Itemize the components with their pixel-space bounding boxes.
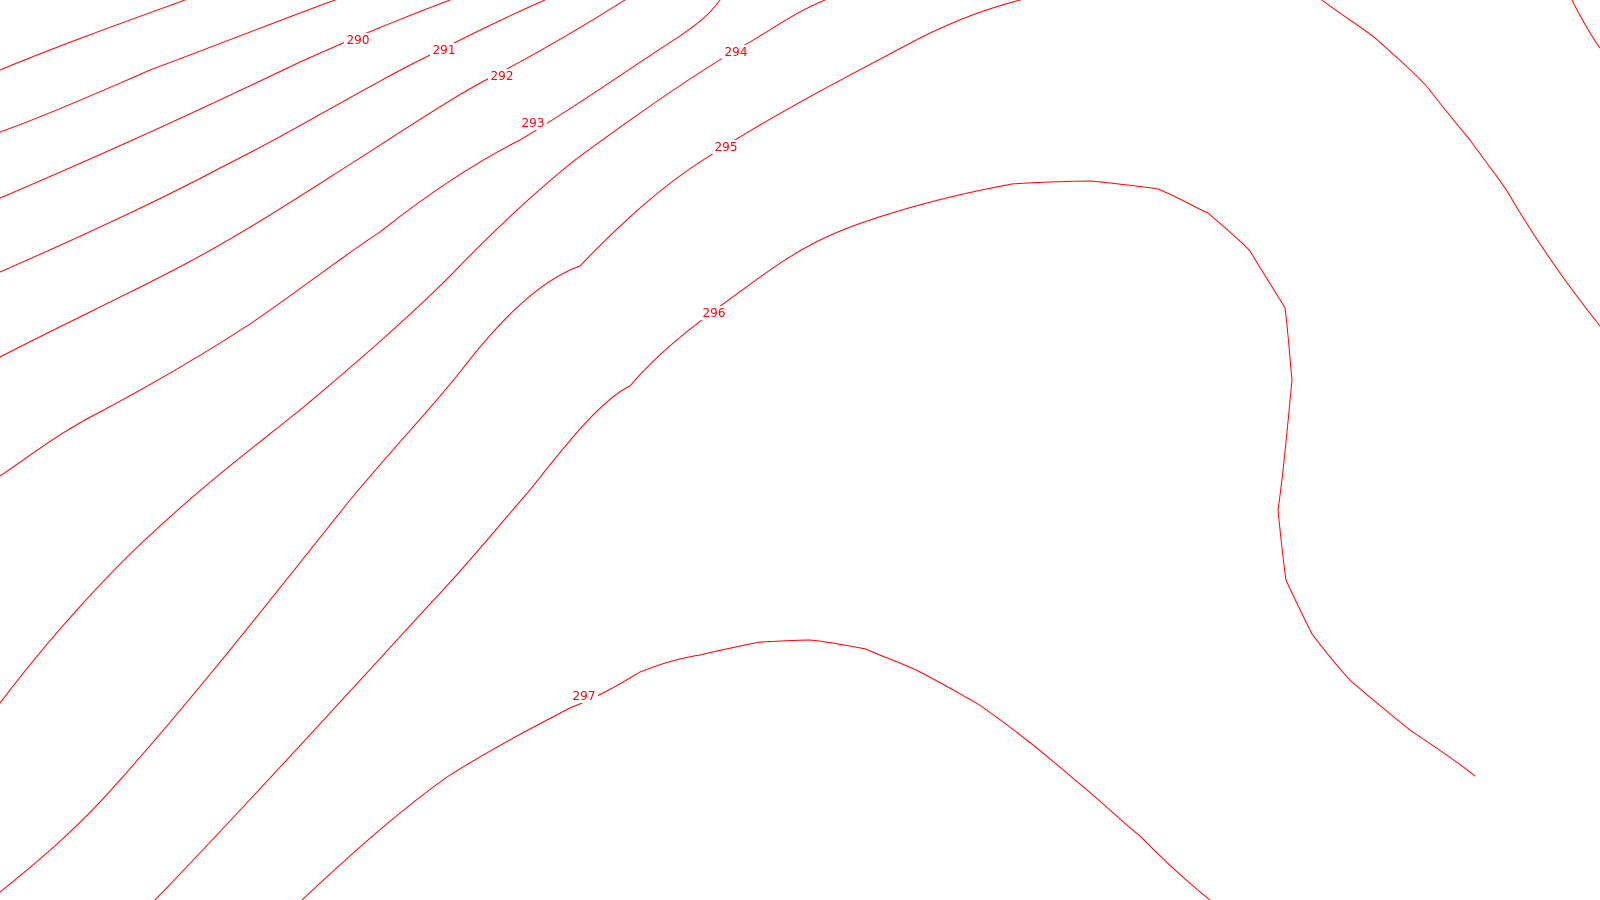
contour-label-296: 296 — [700, 306, 728, 320]
contour-label-293-text: 293 — [522, 116, 545, 130]
contour-label-297: 297 — [570, 689, 598, 703]
contour-label-297-text: 297 — [573, 689, 596, 703]
contour-label-290-text: 290 — [347, 33, 370, 47]
contour-line-295 — [0, 0, 826, 704]
contour-line-291 — [0, 0, 451, 199]
contour-line-293 — [0, 0, 626, 358]
contour-line-292 — [0, 0, 546, 273]
contour-label-291: 291 — [430, 43, 458, 57]
contour-line-294 — [0, 0, 721, 477]
contour-line-289 — [0, 0, 186, 71]
contour-label-292: 292 — [488, 69, 516, 83]
contour-label-290: 290 — [344, 33, 372, 47]
contour-label-292-text: 292 — [491, 69, 514, 83]
contour-label-293: 293 — [519, 116, 547, 130]
contour-label-296-text: 296 — [703, 306, 726, 320]
contour-label-294-text: 294 — [725, 45, 748, 59]
contour-line-300 — [1571, 0, 1600, 49]
contour-label-294: 294 — [722, 45, 750, 59]
contour-label-291-text: 291 — [433, 43, 456, 57]
contour-label-295: 295 — [712, 140, 740, 154]
contour-label-295-text: 295 — [715, 140, 738, 154]
contour-line-297 — [154, 180, 1476, 900]
contour-line-290 — [0, 0, 336, 133]
contour-line-296 — [0, 0, 1021, 893]
contour-line-299 — [1321, 0, 1600, 327]
contour-line-298 — [301, 639, 1211, 900]
